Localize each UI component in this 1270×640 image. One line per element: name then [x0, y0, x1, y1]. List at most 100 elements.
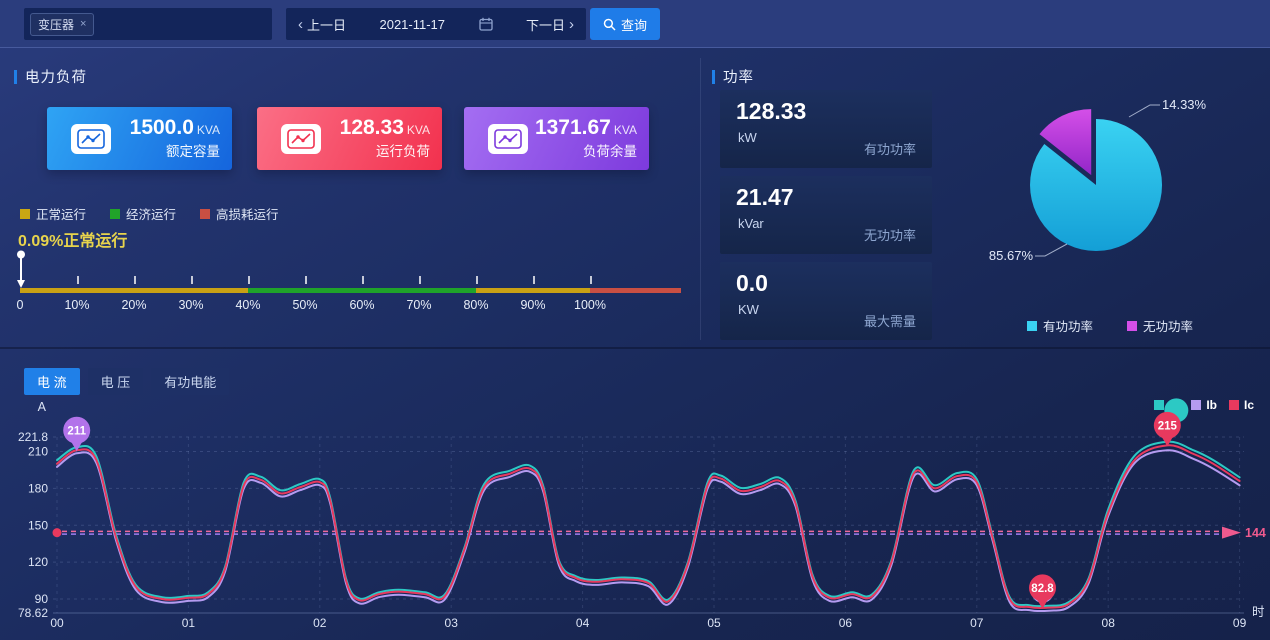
max-demand-card: 0.0 KW 最大需量	[720, 262, 932, 340]
legend-label: 高损耗运行	[216, 208, 279, 222]
pie-label-active: 85.67%	[989, 248, 1034, 263]
legend-label: 有功功率	[1042, 320, 1093, 334]
reactive-power-card: 21.47 kVar 无功功率	[720, 176, 932, 254]
max-demand-label: 最大需量	[863, 314, 916, 329]
next-day-button[interactable]: 下一日 ›	[526, 15, 574, 34]
legend-swatch	[1154, 400, 1165, 410]
device-select-input[interactable]: 变压器 ×	[24, 8, 272, 40]
limit-line-dot	[52, 528, 62, 538]
reactive-power-unit: kVar	[738, 216, 764, 231]
y-axis-tick: 150	[28, 518, 48, 532]
max-demand-unit: KW	[738, 302, 759, 317]
gauge-tick-label: 100%	[574, 298, 606, 312]
chart-trend-icon	[281, 123, 321, 154]
tag-close-icon[interactable]: ×	[80, 18, 87, 30]
pie-legend: 有功功率 无功功率	[950, 316, 1270, 335]
top-toolbar: 变压器 × ‹ 上一日 2021-11-17 下一日 › 查询	[0, 0, 1270, 48]
gauge-pointer	[16, 250, 25, 288]
y-axis-tick: 180	[28, 481, 48, 495]
prev-day-label: 上一日	[307, 17, 347, 33]
active-power-card: 128.33 kW 有功功率	[720, 90, 932, 168]
title-accent-bar	[14, 69, 17, 84]
power-pie-chart[interactable]: 14.33% 85.67%	[950, 60, 1270, 312]
svg-text:82.8: 82.8	[1031, 583, 1054, 595]
active-power-label: 有功功率	[863, 142, 916, 157]
rated-capacity-label: 额定容量	[166, 143, 220, 159]
limit-arrow-icon	[1222, 526, 1241, 539]
power-load-panel-title: 电力负荷	[14, 66, 87, 87]
x-axis-tick: 06	[839, 616, 853, 630]
chart-grid	[53, 436, 1244, 613]
series-Ib	[56, 449, 1241, 613]
tab-current[interactable]: 电 流	[24, 368, 80, 395]
pie-label-reactive: 14.33%	[1162, 97, 1207, 112]
gauge-tick-label: 10%	[64, 298, 90, 312]
pie-slice-有功功率[interactable]	[1030, 119, 1163, 252]
power-panel-title: 功率	[712, 66, 754, 87]
x-axis-tick: 09	[1233, 616, 1247, 630]
gauge-tick-label: 50%	[292, 298, 318, 312]
legend-swatch	[110, 208, 121, 219]
date-field[interactable]: 2021-11-17	[379, 16, 446, 32]
gauge-tick-label: 40%	[235, 298, 261, 312]
pie-legend-active-power[interactable]: 有功功率	[1026, 316, 1093, 335]
power-title-text: 功率	[723, 70, 754, 86]
chevron-right-icon: ›	[568, 15, 574, 33]
gauge-segment	[476, 288, 590, 293]
x-axis-tick: 04	[576, 616, 590, 630]
tab-active-energy[interactable]: 有功电能	[151, 368, 230, 395]
limit-line-label: 144	[1245, 526, 1266, 540]
gauge-segment	[248, 288, 476, 293]
legend-swatch	[200, 208, 211, 219]
load-margin-label: 负荷余量	[583, 143, 637, 159]
gauge-tick-label: 60%	[349, 298, 375, 312]
next-day-label: 下一日	[525, 17, 565, 33]
x-axis-tick: 08	[1102, 616, 1116, 630]
tab-voltage[interactable]: 电 压	[87, 368, 144, 395]
gauge-tick-label: 90%	[520, 298, 546, 312]
load-margin-unit: KVA	[613, 123, 637, 138]
y-axis-tick: 90	[35, 592, 49, 606]
pie-legend-reactive-power[interactable]: 无功功率	[1127, 316, 1193, 335]
x-axis-tick: 07	[970, 616, 984, 630]
query-button[interactable]: 查询	[590, 8, 660, 40]
load-margin-card: 1371.67 KVA 负荷余量	[464, 107, 649, 170]
pie-slice-无功功率[interactable]	[1039, 109, 1092, 176]
device-filter-tag[interactable]: 变压器 ×	[30, 12, 95, 36]
svg-text:211: 211	[67, 425, 86, 437]
measurement-tabs: 电 流 电 压 有功电能	[24, 368, 230, 395]
marker-pin-211: 211	[63, 416, 91, 452]
gauge-tick	[419, 276, 421, 284]
legend-label: 经济运行	[126, 208, 177, 222]
y-axis-tick: 78.62	[18, 606, 48, 620]
y-axis-tick: 221.8	[18, 430, 48, 444]
running-load-unit: KVA	[406, 123, 430, 138]
device-filter-tag-label: 变压器	[38, 17, 75, 32]
calendar-icon[interactable]	[478, 17, 493, 31]
legend-label: Ic	[1243, 398, 1254, 412]
y-axis-unit: A	[38, 400, 47, 414]
running-load-label: 运行负荷	[376, 143, 430, 159]
legend-item-ib[interactable]: Ib	[1191, 398, 1217, 412]
prev-day-button[interactable]: ‹ 上一日	[298, 15, 346, 34]
marker-pin-215: 215	[1153, 411, 1181, 447]
legend-item-normal: 正常运行	[20, 204, 86, 223]
legend-item-high-loss: 高损耗运行	[200, 204, 279, 223]
active-power-value: 128.33	[736, 98, 807, 124]
gauge-tick	[533, 276, 535, 284]
x-axis-tick: 00	[50, 616, 64, 630]
gauge-tick	[77, 276, 79, 284]
gauge-pointer-label: 0.09%正常运行	[18, 233, 128, 250]
legend-item-economic: 经济运行	[110, 204, 176, 223]
legend-item-ic[interactable]: Ic	[1228, 398, 1254, 412]
gauge-segment	[590, 288, 682, 293]
title-accent-bar	[712, 69, 715, 84]
search-icon	[603, 18, 616, 31]
chevron-left-icon: ‹	[298, 15, 303, 33]
power-load-title-text: 电力负荷	[25, 70, 87, 86]
gauge-tick-label: 20%	[121, 298, 147, 312]
legend-swatch	[1026, 320, 1037, 331]
running-load-value: 128.33	[339, 116, 404, 140]
